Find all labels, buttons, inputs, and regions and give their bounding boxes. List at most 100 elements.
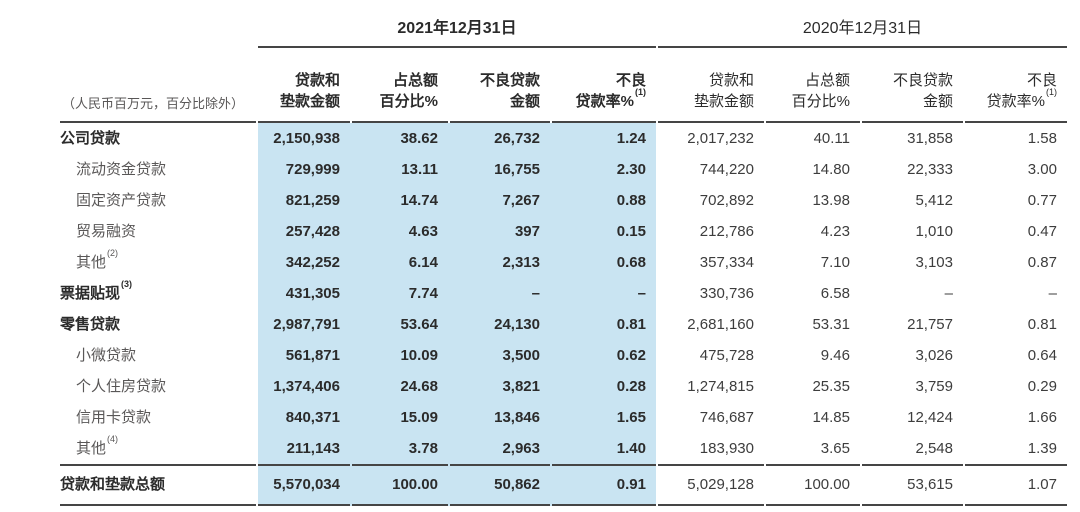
cell-2020-col2: 3,103 [915, 254, 953, 271]
cell-2021-col2: 7,267 [502, 192, 540, 209]
cell-2020-col1: 7.10 [820, 254, 850, 271]
cell-2020-col1: 40.11 [813, 130, 850, 147]
cell-2020-col0: 744,220 [699, 161, 754, 178]
footnote-marker: (3) [121, 279, 133, 289]
unit-note: （人民币百万元，百分比除外） [60, 48, 256, 123]
cell-2020-col3: 1.39 [1027, 440, 1057, 457]
cell-2020-col0: 2,017,232 [687, 130, 754, 147]
cell-2021-col3: 0.81 [616, 316, 646, 333]
footnote-marker: (1) [635, 87, 646, 97]
table-row: 其他(4) 211,143 3.78 2,963 1.40 183,930 3.65 2,54… [60, 433, 1067, 464]
cell-2021-col2: 2,963 [502, 440, 540, 457]
row-label: 流动资金贷款 [76, 161, 167, 178]
cell-2021-col1: 7.74 [408, 285, 438, 302]
footnote-marker: (2) [107, 248, 119, 258]
cell-2020-col3: 1.66 [1027, 409, 1057, 426]
column-header-row: （人民币百万元，百分比除外） 贷款和 垫款金额 占总额 百分比% 不良贷款 金额 不良 贷款率… [60, 48, 1067, 123]
cell-2020-col2: 3,026 [915, 347, 953, 364]
cell-2020-col0: 475,728 [699, 347, 754, 364]
colhead-2020-3: 不良 贷款率%(1) [965, 48, 1067, 123]
cell-2020-col0: 702,892 [699, 192, 754, 209]
cell-2021-col2: 13,846 [494, 409, 540, 426]
cell-2020-col2: 21,757 [907, 316, 953, 333]
cell-2021-col0: 342,252 [285, 254, 340, 271]
cell-2021-col2: 3,821 [502, 378, 540, 395]
cell-2020-col3: 0.47 [1027, 223, 1057, 240]
cell-2020-col1: 9.46 [820, 347, 850, 364]
cell-2021-col1: 38.62 [400, 130, 438, 147]
cell-2020-col0: 183,930 [699, 440, 754, 457]
cell-2020-col0: 1,274,815 [687, 378, 754, 395]
table-row: 个人住房贷款 1,374,406 24.68 3,821 0.28 1,274,815 25… [60, 371, 1067, 402]
loans-by-category-table: 2021年12月31日 2020年12月31日 （人民币百万元，百分比除外） 贷… [58, 4, 1069, 506]
cell-2021-col1: 4.63 [408, 223, 438, 240]
cell-2021-col3: 0.62 [616, 347, 646, 364]
cell-2021-col1: 24.68 [400, 378, 438, 395]
row-label: 贸易融资 [76, 223, 137, 240]
cell-2021-col0: 561,871 [285, 347, 340, 364]
cell-2021-col0: 2,150,938 [273, 130, 340, 147]
cell-2021-col1: 15.09 [400, 409, 438, 426]
cell-2021-col0: 1,374,406 [273, 378, 340, 395]
total-row: 贷款和垫款总额 5,570,034 100.00 50,862 0.91 5,029,12… [60, 464, 1067, 506]
row-label: 贷款和垫款总额 [60, 464, 256, 506]
cell-2020-col3: 1.58 [1027, 130, 1057, 147]
cell-2020-col2: 1,010 [915, 223, 953, 240]
cell-2021-col0: 257,428 [285, 223, 340, 240]
table-row: 信用卡贷款 840,371 15.09 13,846 1.65 746,687 14.85 1… [60, 402, 1067, 433]
cell-2020-col2: 2,548 [915, 440, 953, 457]
colhead-2020-2: 不良贷款 金额 [862, 48, 963, 123]
year-group-2021: 2021年12月31日 [258, 4, 656, 48]
colhead-2020-1: 占总额 百分比% [766, 48, 860, 123]
cell-2021-col3: – [637, 285, 646, 302]
cell-2021-col0: 5,570,034 [258, 464, 350, 506]
cell-2021-col2: 397 [514, 223, 540, 240]
table-row: 小微贷款 561,871 10.09 3,500 0.62 475,728 9.46 3,02… [60, 340, 1067, 371]
row-label: 其他(4) [76, 434, 119, 458]
cell-2020-col3: 0.87 [1027, 254, 1057, 271]
row-label: 小微贷款 [76, 347, 137, 364]
row-label: 公司贷款 [60, 130, 121, 147]
footnote-marker: (1) [1046, 87, 1057, 97]
cell-2021-col1: 13.11 [401, 161, 438, 178]
cell-2021-col3: 1.65 [616, 409, 646, 426]
colhead-2021-1: 占总额 百分比% [352, 48, 448, 123]
cell-2020-col2: 12,424 [907, 409, 953, 426]
cell-2020-col0: 357,334 [699, 254, 754, 271]
cell-2021-col2: – [531, 285, 540, 302]
cell-2020-col1: 4.23 [820, 223, 850, 240]
cell-2021-col0: 211,143 [286, 440, 340, 457]
cell-2021-col0: 840,371 [285, 409, 340, 426]
cell-2021-col3: 2.30 [616, 161, 646, 178]
cell-2021-col0: 2,987,791 [273, 316, 340, 333]
cell-2021-col3: 0.15 [616, 223, 646, 240]
table-row: 固定资产贷款 821,259 14.74 7,267 0.88 702,892 13.98 5… [60, 185, 1067, 216]
cell-2020-col1: 14.80 [812, 161, 850, 178]
row-label: 固定资产贷款 [76, 192, 167, 209]
cell-2020-col3: 0.77 [1027, 192, 1057, 209]
cell-2021-col2: 24,130 [494, 316, 540, 333]
row-label: 零售贷款 [60, 316, 121, 333]
cell-2020-col0: 5,029,128 [658, 464, 764, 506]
cell-2021-col3: 0.91 [552, 464, 656, 506]
table-row: 公司贷款 2,150,938 38.62 26,732 1.24 2,017,232 40.… [60, 123, 1067, 154]
colhead-2021-2: 不良贷款 金额 [450, 48, 550, 123]
year-2021-title: 2021年12月31日 [397, 20, 517, 37]
cell-2021-col1: 10.09 [400, 347, 438, 364]
table-row: 零售贷款 2,987,791 53.64 24,130 0.81 2,681,160 53.… [60, 309, 1067, 340]
year-2020-title: 2020年12月31日 [802, 20, 923, 37]
cell-2021-col0: 729,999 [285, 161, 340, 178]
cell-2020-col1: 53.31 [812, 316, 850, 333]
cell-2020-col3: 3.00 [1027, 161, 1057, 178]
year-header-row: 2021年12月31日 2020年12月31日 [60, 4, 1067, 48]
cell-2021-col1: 53.64 [400, 316, 438, 333]
cell-2020-col0: 2,681,160 [687, 316, 754, 333]
cell-2021-col3: 1.40 [616, 440, 646, 457]
cell-2021-col2: 26,732 [494, 130, 540, 147]
cell-2020-col3: 0.29 [1027, 378, 1057, 395]
cell-2021-col3: 0.68 [616, 254, 646, 271]
cell-2020-col3: 1.07 [965, 464, 1067, 506]
cell-2020-col0: 212,786 [699, 223, 754, 240]
year-header-spacer [60, 4, 256, 48]
cell-2020-col3: 0.81 [1027, 316, 1057, 333]
